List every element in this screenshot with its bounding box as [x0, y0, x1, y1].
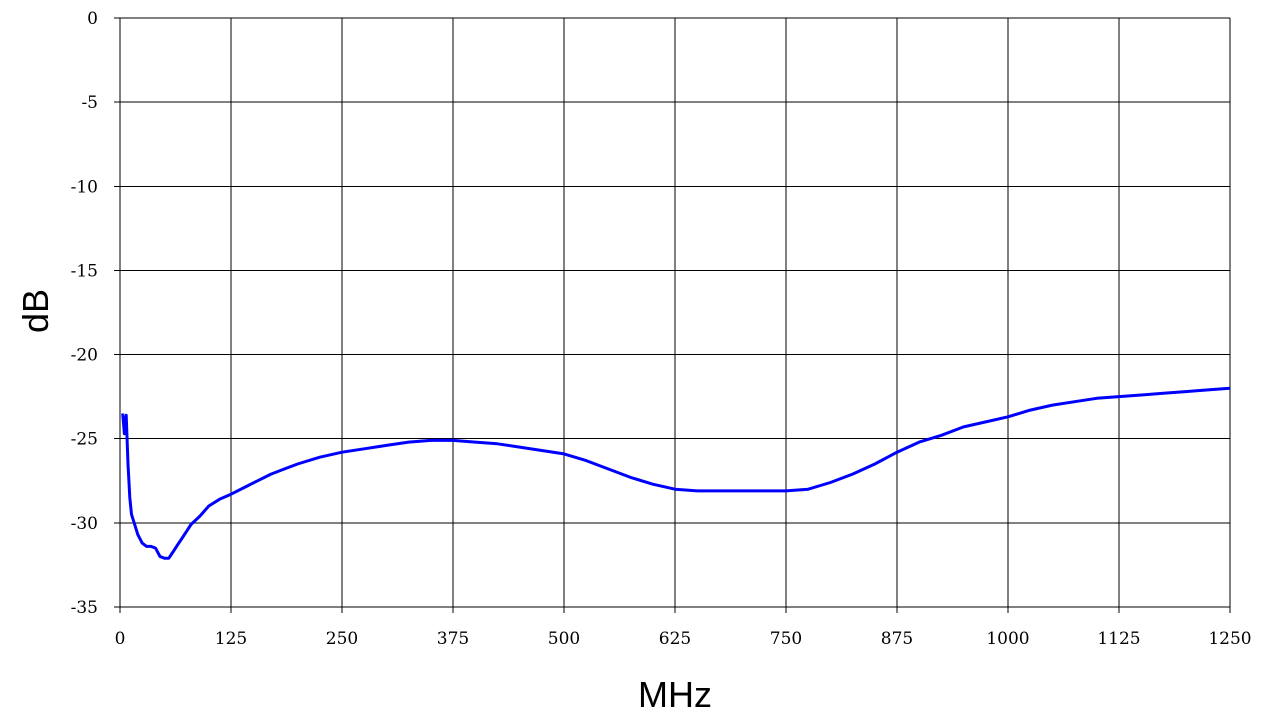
x-tick-label: 750 — [770, 629, 802, 649]
x-tick-label: 500 — [548, 629, 580, 649]
y-tick-label: -30 — [71, 514, 98, 534]
x-tick-label: 1125 — [1097, 629, 1140, 649]
x-axis-title: MHz — [638, 674, 712, 715]
x-axis-tick-labels: 0 125 250 375 500 625 750 875 1000 1125 1250 — [115, 629, 1252, 649]
series-line — [121, 386, 1231, 560]
x-tick-label: 1000 — [986, 629, 1029, 649]
x-tick-label: 375 — [437, 629, 469, 649]
y-tick-label: -5 — [81, 93, 98, 113]
grid — [114, 17, 1231, 613]
x-tick-label: 0 — [115, 629, 126, 649]
y-tick-label: -35 — [71, 598, 98, 618]
y-axis-tick-labels: 0 -5 -10 -15 -20 -25 -30 -35 — [71, 9, 98, 618]
y-axis-title: dB — [15, 289, 56, 333]
y-tick-label: -10 — [71, 177, 98, 197]
x-tick-label: 250 — [326, 629, 358, 649]
x-tick-label: 1250 — [1208, 629, 1251, 649]
y-tick-label: 0 — [87, 9, 98, 29]
x-tick-label: 875 — [881, 629, 913, 649]
y-tick-label: -25 — [71, 430, 98, 450]
x-tick-label: 125 — [215, 629, 247, 649]
x-tick-label: 625 — [659, 629, 691, 649]
y-tick-label: -20 — [71, 346, 98, 366]
y-tick-label: -15 — [71, 261, 98, 281]
